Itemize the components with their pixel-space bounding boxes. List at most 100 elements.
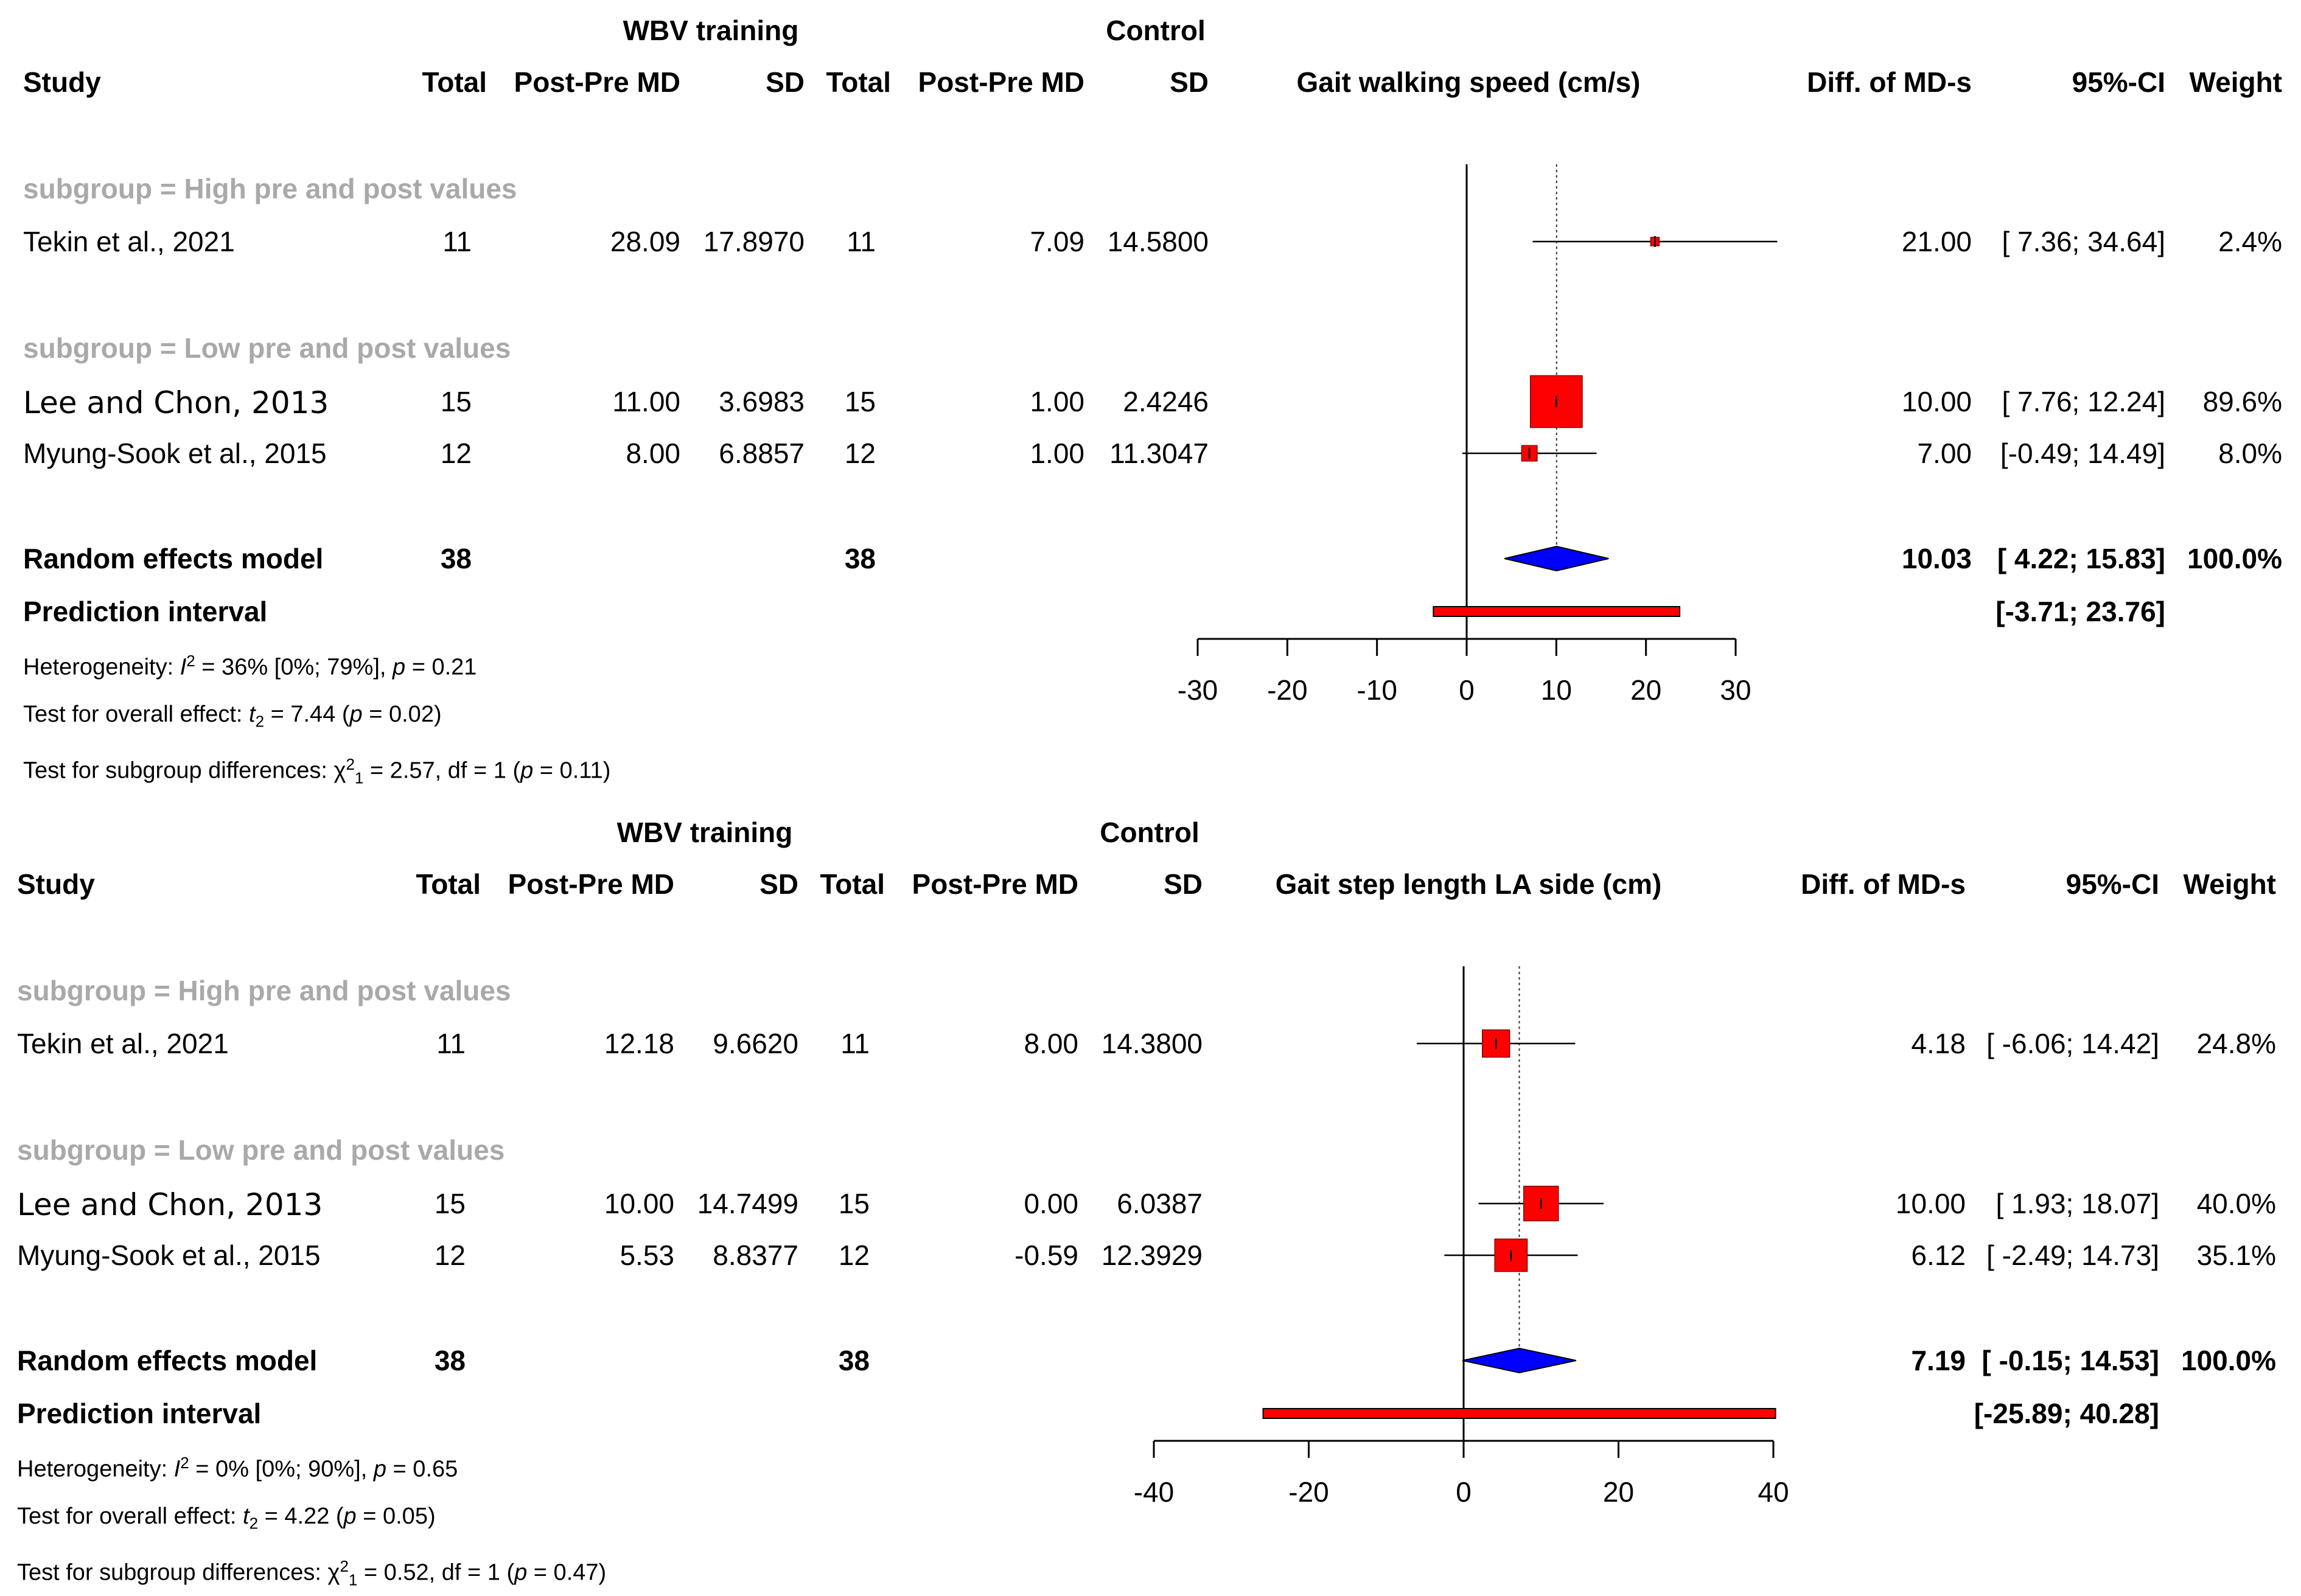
panel2-total-wbv: 12 [434, 1239, 466, 1271]
panel2-weight-value: 24.8% [2196, 1028, 2276, 1059]
panel1-effect-value: 10.00 [1901, 386, 1972, 417]
panel2-sd-wbv: 8.8377 [713, 1239, 798, 1271]
panel2-col-study: Study [17, 868, 95, 900]
panel1-total-wbv: 12 [440, 437, 472, 469]
panel2-col-sd-control: SD [1164, 868, 1203, 900]
panel1-treatment-header: WBV training [623, 15, 799, 46]
panel1-weight-value: 89.6% [2202, 386, 2282, 417]
panel2-ci-value: [ -2.49; 14.73] [1986, 1239, 2159, 1271]
panel2-study-name: Tekin et al., 2021 [17, 1028, 229, 1059]
panel1-x-tick-label: 0 [1459, 674, 1475, 706]
panel2-sd-wbv: 9.6620 [713, 1028, 798, 1059]
panel1-sd-control: 14.5800 [1107, 226, 1209, 257]
panel1-model-effect: 10.03 [1901, 543, 1972, 574]
panel2-subgroup-label: subgroup = High pre and post values [17, 975, 511, 1006]
panel1-sd-wbv: 6.8857 [719, 437, 805, 469]
panel2-effect-value: 6.12 [1911, 1239, 1966, 1271]
panel2-treatment-header: WBV training [616, 817, 793, 848]
panel2-study-square [1482, 1029, 1510, 1058]
panel2-md-wbv: 10.00 [604, 1188, 674, 1219]
panel1-md-control: 7.09 [1030, 226, 1084, 257]
panel2-heterogeneity-text: Heterogeneity: I2 = 0% [0%; 90%], p = 0.… [17, 1454, 458, 1482]
panel1-effect-value: 7.00 [1917, 437, 1972, 469]
panel2-model-ci: [ -0.15; 14.53] [1982, 1345, 2159, 1376]
panel1-total-control: 15 [844, 386, 876, 417]
panel1-total-wbv: 11 [442, 226, 472, 257]
panel1-x-tick-label: -20 [1267, 674, 1307, 706]
panel2-col-sd-wbv: SD [759, 868, 798, 900]
panel2-sd-control: 14.3800 [1101, 1028, 1203, 1059]
panel1-prediction-bar [1433, 606, 1681, 617]
panel2-x-tick-label: 0 [1456, 1476, 1472, 1508]
panel2-md-wbv: 5.53 [620, 1239, 674, 1271]
panel1-x-tick-label: 20 [1630, 674, 1661, 706]
panel1-model-total-wbv: 38 [440, 543, 472, 574]
panel2-model-total-control: 38 [838, 1345, 870, 1376]
panel2-subgroup-label: subgroup = Low pre and post values [17, 1134, 505, 1166]
panel2-ci-value: [ -6.06; 14.42] [1986, 1028, 2159, 1059]
panel2-study-name: Myung-Sook et al., 2015 [17, 1239, 321, 1271]
panel1-heterogeneity-text: Heterogeneity: I2 = 36% [0%; 79%], p = 0… [23, 652, 477, 680]
panel1-col-ci: 95%-CI [2072, 66, 2165, 98]
panel2-col-weight: Weight [2183, 868, 2276, 900]
panel2-md-wbv: 12.18 [604, 1028, 674, 1059]
panel2-md-control: -0.59 [1014, 1239, 1078, 1271]
panel1-x-tick-label: 30 [1720, 674, 1751, 706]
panel2-total-control: 11 [840, 1028, 870, 1059]
panel1-model-ci: [ 4.22; 15.83] [1997, 543, 2165, 574]
panel2-prediction-bar [1262, 1408, 1776, 1419]
panel2-total-control: 12 [838, 1239, 870, 1271]
panel1-study-name: Myung-Sook et al., 2015 [23, 437, 327, 469]
panel1-subgroup-test-text: Test for subgroup differences: χ21 = 2.5… [23, 755, 611, 787]
panel2-model-total-wbv: 38 [434, 1345, 466, 1376]
panel1-model-weight: 100.0% [2187, 543, 2282, 574]
panel1-sd-control: 11.3047 [1109, 437, 1209, 469]
panel1-total-wbv: 15 [440, 386, 472, 417]
panel1-sd-wbv: 17.8970 [703, 226, 805, 257]
panel1-col-weight: Weight [2189, 66, 2282, 98]
panel1-subgroup-label: subgroup = Low pre and post values [23, 332, 511, 364]
panel2-effect-value: 10.00 [1895, 1188, 1966, 1219]
panel1-md-wbv: 11.00 [612, 386, 680, 417]
panel2-prediction-label: Prediction interval [17, 1398, 262, 1429]
panel2-overall-effect-text: Test for overall effect: t2 = 4.22 (p = … [17, 1504, 436, 1533]
panel1-effect-value: 21.00 [1901, 226, 1972, 257]
panel2-model-weight: 100.0% [2181, 1345, 2276, 1376]
panel2-col-md-wbv: Post-Pre MD [508, 868, 674, 900]
panel1-subgroup-label: subgroup = High pre and post values [23, 173, 517, 204]
panel2-prediction-ci: [-25.89; 40.28] [1974, 1398, 2159, 1429]
panel2-study-name: Lee and Chon, 2013 [17, 1187, 323, 1222]
panel2-sd-control: 6.0387 [1117, 1188, 1203, 1219]
panel1-prediction-ci: [-3.71; 23.76] [1995, 596, 2165, 627]
panel1-x-tick-label: -10 [1357, 674, 1397, 706]
panel1-col-md-wbv: Post-Pre MD [514, 66, 680, 98]
panel2-sd-wbv: 14.7499 [697, 1188, 798, 1219]
panel2-pooled-diamond [1462, 1347, 1577, 1374]
panel1-study-name: Tekin et al., 2021 [23, 226, 235, 257]
panel2-col-total-wbv: Total [416, 868, 481, 900]
panel2-col-md-control: Post-Pre MD [912, 868, 1078, 900]
panel1-col-total-control: Total [826, 66, 891, 98]
panel1-ci-value: [-0.49; 14.49] [2000, 437, 2165, 469]
panel2-x-tick-label: -20 [1288, 1476, 1329, 1508]
panel2-model-effect: 7.19 [1911, 1345, 1966, 1376]
panel2-x-tick-label: 20 [1603, 1476, 1634, 1508]
panel2-weight-value: 35.1% [2196, 1239, 2276, 1271]
panel2-model-label: Random effects model [17, 1345, 318, 1376]
panel2-sd-control: 12.3929 [1101, 1239, 1203, 1271]
panel1-weight-value: 8.0% [2218, 437, 2282, 469]
panel1-total-control: 11 [847, 226, 876, 257]
panel1-plot-area: -30 -20 -10 0 10 20 30 [1178, 164, 1778, 706]
panel1-col-sd-wbv: SD [766, 66, 805, 98]
panel2-effect-value: 4.18 [1911, 1028, 1966, 1059]
panel2-control-header: Control [1100, 817, 1199, 848]
panel2-weight-value: 40.0% [2196, 1188, 2276, 1219]
panel1-ci-value: [ 7.36; 34.64] [2002, 226, 2165, 257]
panel1-col-md-control: Post-Pre MD [918, 66, 1084, 98]
panel1-model-total-control: 38 [844, 543, 876, 574]
panel2-x-axis-label: Gait step length LA side (cm) [1275, 868, 1662, 900]
panel1-control-header: Control [1106, 15, 1206, 46]
panel2-total-wbv: 11 [436, 1028, 466, 1059]
panel2-col-ci: 95%-CI [2065, 868, 2159, 900]
